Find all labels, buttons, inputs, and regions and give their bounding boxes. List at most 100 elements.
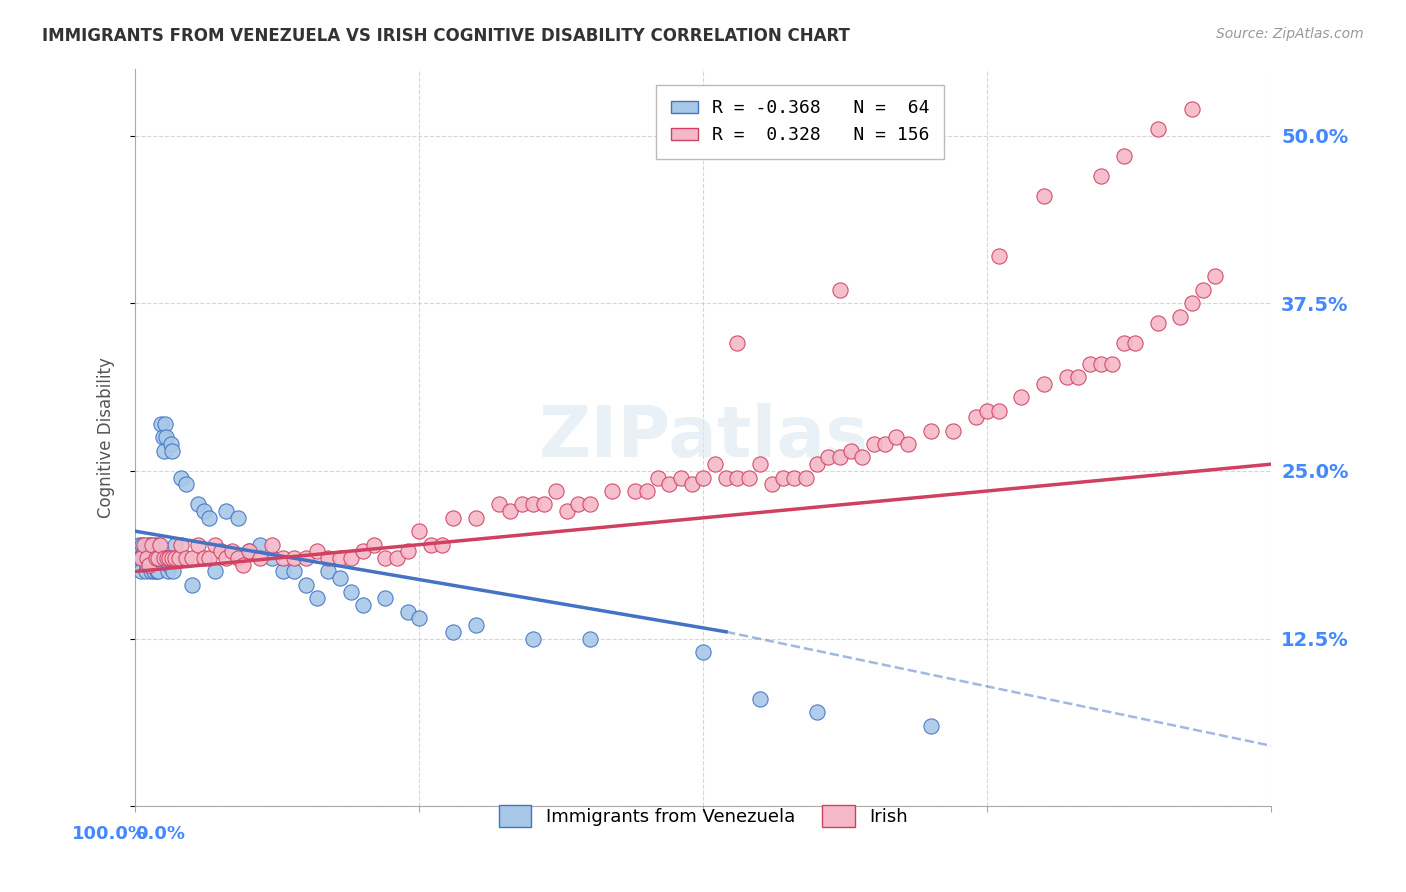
Point: [153, 417, 176, 431]
Point: [159, 437, 181, 451]
Point: [156, 551, 179, 566]
Point: [1181, 102, 1204, 116]
Point: [238, 544, 260, 558]
Point: [135, 558, 157, 572]
Point: [129, 551, 152, 566]
Point: [329, 571, 352, 585]
Point: [488, 497, 510, 511]
Point: [181, 578, 204, 592]
Point: [567, 497, 589, 511]
Point: [204, 565, 226, 579]
Point: [1170, 310, 1192, 324]
Point: [862, 437, 884, 451]
Point: [794, 470, 817, 484]
Point: [170, 470, 193, 484]
Point: [181, 551, 204, 566]
Point: [165, 551, 187, 566]
Point: [669, 470, 692, 484]
Point: [170, 538, 193, 552]
Text: 100.0%: 100.0%: [72, 824, 146, 843]
Point: [636, 483, 658, 498]
Point: [340, 551, 363, 566]
Point: [146, 565, 169, 579]
Point: [1067, 370, 1090, 384]
Point: [886, 430, 908, 444]
Point: [578, 497, 600, 511]
Point: [806, 706, 828, 720]
Point: [374, 551, 396, 566]
Point: [396, 605, 419, 619]
Point: [132, 551, 155, 566]
Point: [187, 497, 209, 511]
Point: [294, 551, 316, 566]
Point: [198, 510, 221, 524]
Point: [1123, 336, 1146, 351]
Point: [340, 584, 363, 599]
Point: [260, 551, 283, 566]
Point: [1101, 357, 1123, 371]
Point: [209, 544, 232, 558]
Point: [249, 551, 271, 566]
Point: [1033, 189, 1056, 203]
Point: [318, 551, 340, 566]
Point: [143, 538, 166, 552]
Text: Source: ZipAtlas.com: Source: ZipAtlas.com: [1216, 27, 1364, 41]
Point: [419, 538, 441, 552]
Text: 0.0%: 0.0%: [135, 824, 186, 843]
Point: [136, 538, 159, 552]
Point: [441, 510, 464, 524]
Point: [738, 470, 761, 484]
Legend: Immigrants from Venezuela, Irish: Immigrants from Venezuela, Irish: [492, 797, 915, 834]
Point: [162, 565, 184, 579]
Point: [725, 470, 748, 484]
Point: [385, 551, 408, 566]
Point: [725, 336, 748, 351]
Point: [522, 632, 544, 646]
Point: [221, 544, 243, 558]
Point: [703, 457, 725, 471]
Point: [145, 551, 167, 566]
Point: [146, 551, 169, 566]
Point: [624, 483, 647, 498]
Point: [152, 430, 174, 444]
Point: [965, 410, 987, 425]
Point: [396, 544, 419, 558]
Point: [692, 470, 714, 484]
Point: [875, 437, 897, 451]
Point: [976, 403, 998, 417]
Point: [138, 551, 160, 566]
Point: [160, 443, 183, 458]
Point: [198, 551, 221, 566]
Point: [176, 551, 198, 566]
Point: [1146, 121, 1168, 136]
Point: [148, 538, 170, 552]
Point: [149, 551, 172, 566]
Point: [352, 598, 374, 612]
Point: [232, 558, 254, 572]
Point: [408, 524, 430, 539]
Point: [159, 558, 181, 572]
Point: [329, 551, 352, 566]
Point: [522, 497, 544, 511]
Point: [193, 551, 215, 566]
Point: [131, 538, 153, 552]
Point: [430, 538, 453, 552]
Point: [828, 283, 851, 297]
Point: [1181, 296, 1204, 310]
Point: [1090, 169, 1112, 183]
Point: [555, 504, 578, 518]
Point: [318, 565, 340, 579]
Point: [1056, 370, 1078, 384]
Point: [714, 470, 737, 484]
Point: [152, 551, 174, 566]
Point: [283, 551, 305, 566]
Point: [139, 538, 162, 552]
Point: [1192, 283, 1215, 297]
Point: [226, 510, 249, 524]
Point: [441, 624, 464, 639]
Point: [193, 504, 215, 518]
Point: [1033, 376, 1056, 391]
Point: [249, 538, 271, 552]
Point: [920, 719, 942, 733]
Point: [176, 477, 198, 491]
